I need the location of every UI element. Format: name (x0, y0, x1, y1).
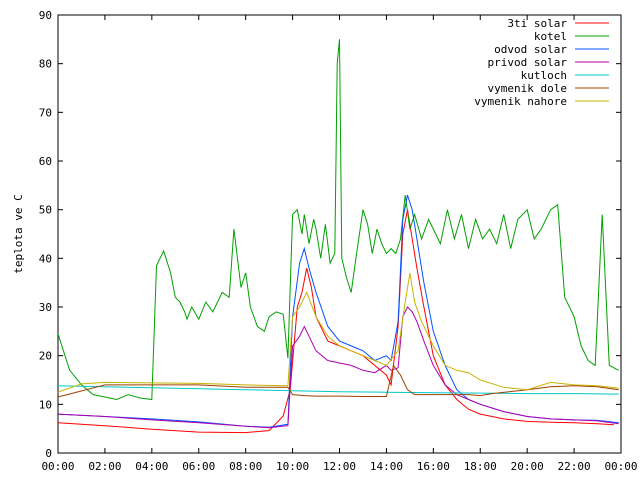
y-tick-label: 80 (39, 58, 52, 71)
x-tick-label: 00:00 (604, 460, 637, 473)
legend-label-privod-solar: privod solar (488, 56, 568, 69)
series-line-kotel (57, 39, 619, 401)
x-tick-label: 04:00 (135, 460, 168, 473)
legend-label-vymenik-dole: vymenik dole (488, 82, 567, 95)
y-tick-label: 90 (39, 9, 52, 22)
y-axis-label: teplota ve C (12, 194, 25, 273)
x-tick-label: 10:00 (276, 460, 309, 473)
series-line-vymenik-nahore (57, 272, 619, 393)
legend-label-kutloch: kutloch (521, 69, 567, 82)
series-line-kutloch (57, 385, 619, 395)
y-tick-label: 0 (45, 447, 52, 460)
y-tick-label: 10 (39, 398, 52, 411)
legend-label-3ti-solar: 3ti solar (507, 17, 567, 30)
x-tick-label: 00:00 (41, 460, 74, 473)
x-tick-label: 18:00 (464, 460, 497, 473)
legend-label-vymenik-nahore: vymenik nahore (474, 95, 567, 108)
axis-ticks: 0 10 20 30 40 50 60 70 80 90 00:00 02:00 04:00 06:00 0… (39, 9, 638, 473)
x-tick-label: 22:00 (558, 460, 591, 473)
series-line-3ti-solar (57, 209, 615, 434)
series-line-vymenik-dole (57, 364, 619, 398)
y-tick-label: 20 (39, 350, 52, 363)
y-tick-label: 30 (39, 301, 52, 314)
data-series (57, 39, 619, 434)
y-tick-label: 70 (39, 106, 52, 119)
x-tick-label: 02:00 (88, 460, 121, 473)
x-tick-label: 14:00 (370, 460, 403, 473)
x-tick-label: 08:00 (229, 460, 262, 473)
legend-label-odvod-solar: odvod solar (494, 43, 567, 56)
series-line-privod-solar (57, 306, 619, 429)
x-tick-label: 16:00 (417, 460, 450, 473)
series-line-odvod-solar (57, 194, 619, 428)
y-tick-label: 60 (39, 155, 52, 168)
x-tick-label: 12:00 (323, 460, 356, 473)
y-tick-label: 40 (39, 252, 52, 265)
x-tick-label: 20:00 (511, 460, 544, 473)
y-tick-label: 50 (39, 204, 52, 217)
legend-label-kotel: kotel (534, 30, 567, 43)
x-tick-label: 06:00 (182, 460, 215, 473)
